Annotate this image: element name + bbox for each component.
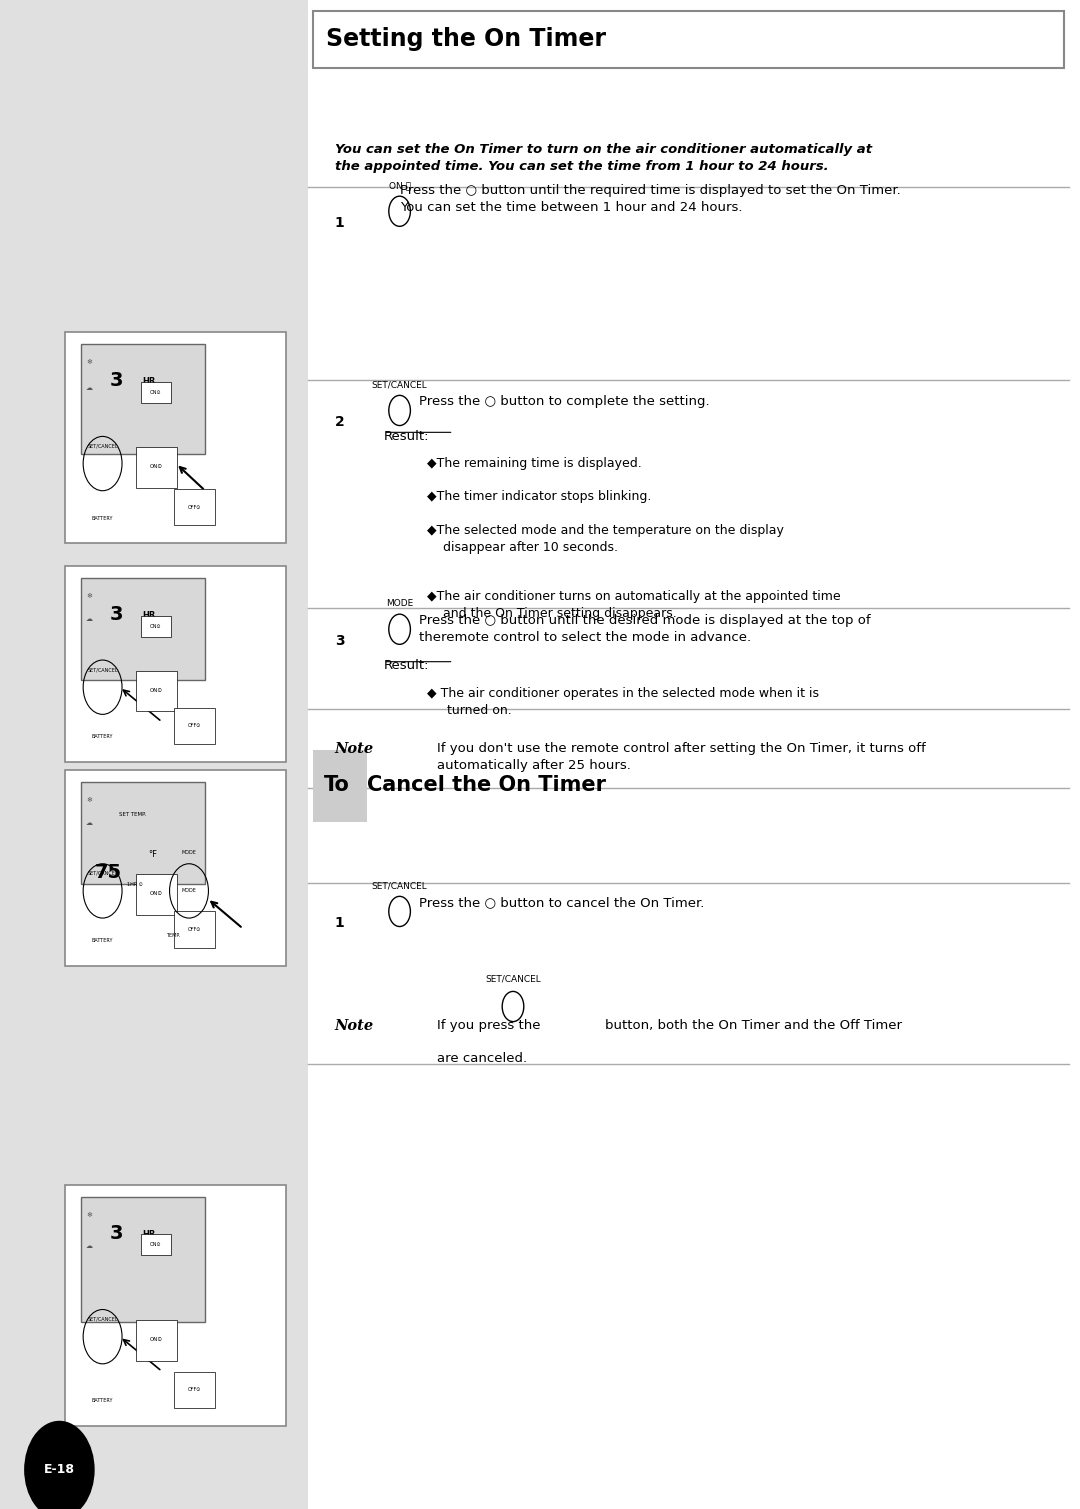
Text: ON⊙: ON⊙ — [150, 1337, 163, 1342]
Text: Press the ○ button until the desired mode is displayed at the top of
theremote c: Press the ○ button until the desired mod… — [419, 614, 870, 644]
Text: BATTERY: BATTERY — [92, 1399, 113, 1403]
FancyBboxPatch shape — [81, 344, 205, 454]
FancyBboxPatch shape — [65, 332, 286, 543]
FancyBboxPatch shape — [136, 874, 177, 914]
Text: 3: 3 — [110, 371, 123, 391]
Text: ON⊙: ON⊙ — [150, 1242, 161, 1248]
Text: ◆The selected mode and the temperature on the display
    disappear after 10 sec: ◆The selected mode and the temperature o… — [427, 524, 783, 554]
Text: OFF⊙: OFF⊙ — [188, 504, 201, 510]
Text: Setting the On Timer: Setting the On Timer — [326, 27, 606, 51]
Text: SET/CANCEL: SET/CANCEL — [372, 380, 428, 389]
Text: ◆ The air conditioner operates in the selected mode when it is
     turned on.: ◆ The air conditioner operates in the se… — [427, 687, 819, 717]
FancyBboxPatch shape — [174, 911, 215, 948]
Text: ☁: ☁ — [86, 1242, 93, 1248]
Text: Press the ○ button to cancel the On Timer.: Press the ○ button to cancel the On Time… — [419, 896, 704, 910]
FancyBboxPatch shape — [174, 489, 215, 525]
FancyBboxPatch shape — [136, 447, 177, 487]
Text: ☁: ☁ — [86, 819, 93, 825]
Text: ON⊙: ON⊙ — [150, 389, 161, 395]
Text: Result:: Result: — [383, 659, 429, 673]
Text: BATTERY: BATTERY — [92, 735, 113, 739]
Text: 1HR ⊙: 1HR ⊙ — [127, 883, 143, 887]
Text: ◆The remaining time is displayed.: ◆The remaining time is displayed. — [427, 457, 642, 471]
Text: are canceled.: are canceled. — [437, 1052, 527, 1065]
Text: Note: Note — [335, 742, 374, 756]
Text: 1: 1 — [335, 216, 345, 229]
Text: Press the ○ button until the required time is displayed to set the On Timer.
You: Press the ○ button until the required ti… — [400, 184, 901, 214]
Text: Cancel the On Timer: Cancel the On Timer — [367, 774, 606, 795]
FancyBboxPatch shape — [65, 1185, 286, 1426]
Text: HR: HR — [143, 377, 156, 386]
Text: 3: 3 — [110, 1224, 123, 1243]
Text: ON ⓞ: ON ⓞ — [389, 181, 410, 190]
Text: Note: Note — [335, 1019, 374, 1032]
Text: MODE: MODE — [181, 850, 197, 854]
Text: You can set the On Timer to turn on the air conditioner automatically at
the app: You can set the On Timer to turn on the … — [335, 143, 872, 174]
Text: To: To — [324, 774, 350, 795]
FancyBboxPatch shape — [174, 1372, 215, 1408]
Text: ❄: ❄ — [86, 359, 93, 365]
FancyBboxPatch shape — [141, 382, 171, 403]
Text: SET/CANCEL: SET/CANCEL — [372, 881, 428, 890]
Text: SET/CANCEL: SET/CANCEL — [87, 444, 118, 448]
FancyBboxPatch shape — [81, 1197, 205, 1322]
Text: If you don't use the remote control after setting the On Timer, it turns off
aut: If you don't use the remote control afte… — [437, 742, 927, 773]
Text: Press the ○ button to complete the setting.: Press the ○ button to complete the setti… — [419, 395, 710, 409]
Text: SET/CANCEL: SET/CANCEL — [87, 667, 118, 672]
Text: ON⊙: ON⊙ — [150, 623, 161, 629]
FancyBboxPatch shape — [313, 750, 367, 822]
FancyBboxPatch shape — [141, 1234, 171, 1255]
Text: ☁: ☁ — [86, 616, 93, 622]
FancyBboxPatch shape — [313, 11, 1064, 68]
Text: ON⊙: ON⊙ — [150, 892, 163, 896]
Text: 3: 3 — [110, 605, 123, 625]
FancyBboxPatch shape — [81, 782, 205, 884]
Text: ❄: ❄ — [86, 1212, 93, 1218]
Text: ◆The air conditioner turns on automatically at the appointed time
    and the On: ◆The air conditioner turns on automatica… — [427, 590, 840, 620]
Text: button, both the On Timer and the Off Timer: button, both the On Timer and the Off Ti… — [605, 1019, 902, 1032]
Text: MODE: MODE — [181, 889, 197, 893]
FancyBboxPatch shape — [81, 578, 205, 681]
FancyBboxPatch shape — [136, 1320, 177, 1361]
Text: ◆The timer indicator stops blinking.: ◆The timer indicator stops blinking. — [427, 490, 651, 504]
Text: ON⊙: ON⊙ — [150, 465, 163, 469]
FancyBboxPatch shape — [141, 616, 171, 637]
Text: 1: 1 — [335, 916, 345, 930]
Text: HR: HR — [143, 611, 156, 620]
Text: ❄: ❄ — [86, 797, 93, 803]
Text: SET/CANCEL: SET/CANCEL — [87, 1316, 118, 1322]
Text: 2: 2 — [335, 415, 345, 429]
FancyBboxPatch shape — [174, 708, 215, 744]
Circle shape — [25, 1421, 94, 1509]
Text: ☁: ☁ — [86, 385, 93, 391]
Text: 75: 75 — [94, 863, 122, 881]
Text: °F: °F — [148, 850, 157, 859]
Text: MODE: MODE — [386, 599, 414, 608]
Text: TEMP.: TEMP. — [166, 933, 179, 939]
Text: If you press the: If you press the — [437, 1019, 541, 1032]
FancyBboxPatch shape — [65, 770, 286, 966]
Text: SET/CANCEL: SET/CANCEL — [87, 871, 118, 875]
Text: BATTERY: BATTERY — [92, 939, 113, 943]
Text: E-18: E-18 — [44, 1464, 75, 1476]
Text: OFF⊙: OFF⊙ — [188, 1387, 201, 1393]
Text: 3: 3 — [335, 634, 345, 647]
Text: BATTERY: BATTERY — [92, 516, 113, 521]
Text: OFF⊙: OFF⊙ — [188, 723, 201, 729]
FancyBboxPatch shape — [308, 0, 1080, 1509]
FancyBboxPatch shape — [0, 0, 308, 1509]
Text: ON⊙: ON⊙ — [150, 688, 163, 693]
Text: OFF⊙: OFF⊙ — [188, 927, 201, 933]
Text: Result:: Result: — [383, 430, 429, 444]
Text: HR: HR — [143, 1230, 156, 1239]
Text: ❄: ❄ — [86, 593, 93, 599]
FancyBboxPatch shape — [136, 670, 177, 711]
Text: SET/CANCEL: SET/CANCEL — [485, 975, 541, 984]
Text: SET TEMP.: SET TEMP. — [119, 812, 146, 816]
FancyBboxPatch shape — [65, 566, 286, 762]
